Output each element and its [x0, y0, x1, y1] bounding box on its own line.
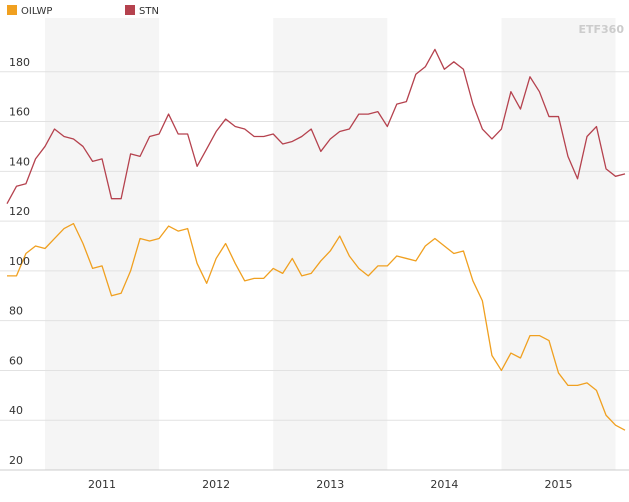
y-tick-label: 140: [9, 155, 30, 168]
y-tick-label: 160: [9, 106, 30, 119]
series-line: [6, 48, 626, 205]
x-tick-label: 2014: [430, 478, 458, 491]
year-bands: [44, 18, 616, 470]
y-tick-label: 40: [9, 404, 23, 417]
legend-swatch: [125, 5, 135, 15]
x-tick-label: 2015: [544, 478, 572, 491]
labels: 2011 2012 2013 2014 2015 20 40 60 80 100 120 140 160…: [7, 5, 572, 491]
legend-label: STN: [139, 6, 159, 17]
y-tick-label: 120: [9, 205, 30, 218]
year-band: [501, 18, 616, 470]
y-tick-label: 180: [9, 56, 30, 69]
x-tick-label: 2013: [316, 478, 344, 491]
y-tick-label: 80: [9, 305, 23, 318]
x-tick-label: 2012: [202, 478, 230, 491]
year-band: [44, 18, 160, 470]
y-tick-label: 60: [9, 354, 23, 367]
y-tick-label: 100: [9, 255, 30, 268]
x-tick-label: 2011: [88, 478, 116, 491]
y-tick-label: 20: [9, 454, 23, 467]
legend-label: OILWP: [21, 6, 52, 17]
plot: [6, 48, 626, 431]
legend-swatch: [7, 5, 17, 15]
year-band: [273, 18, 388, 470]
watermark: ETF360: [579, 23, 625, 36]
series-line: [7, 222, 626, 431]
